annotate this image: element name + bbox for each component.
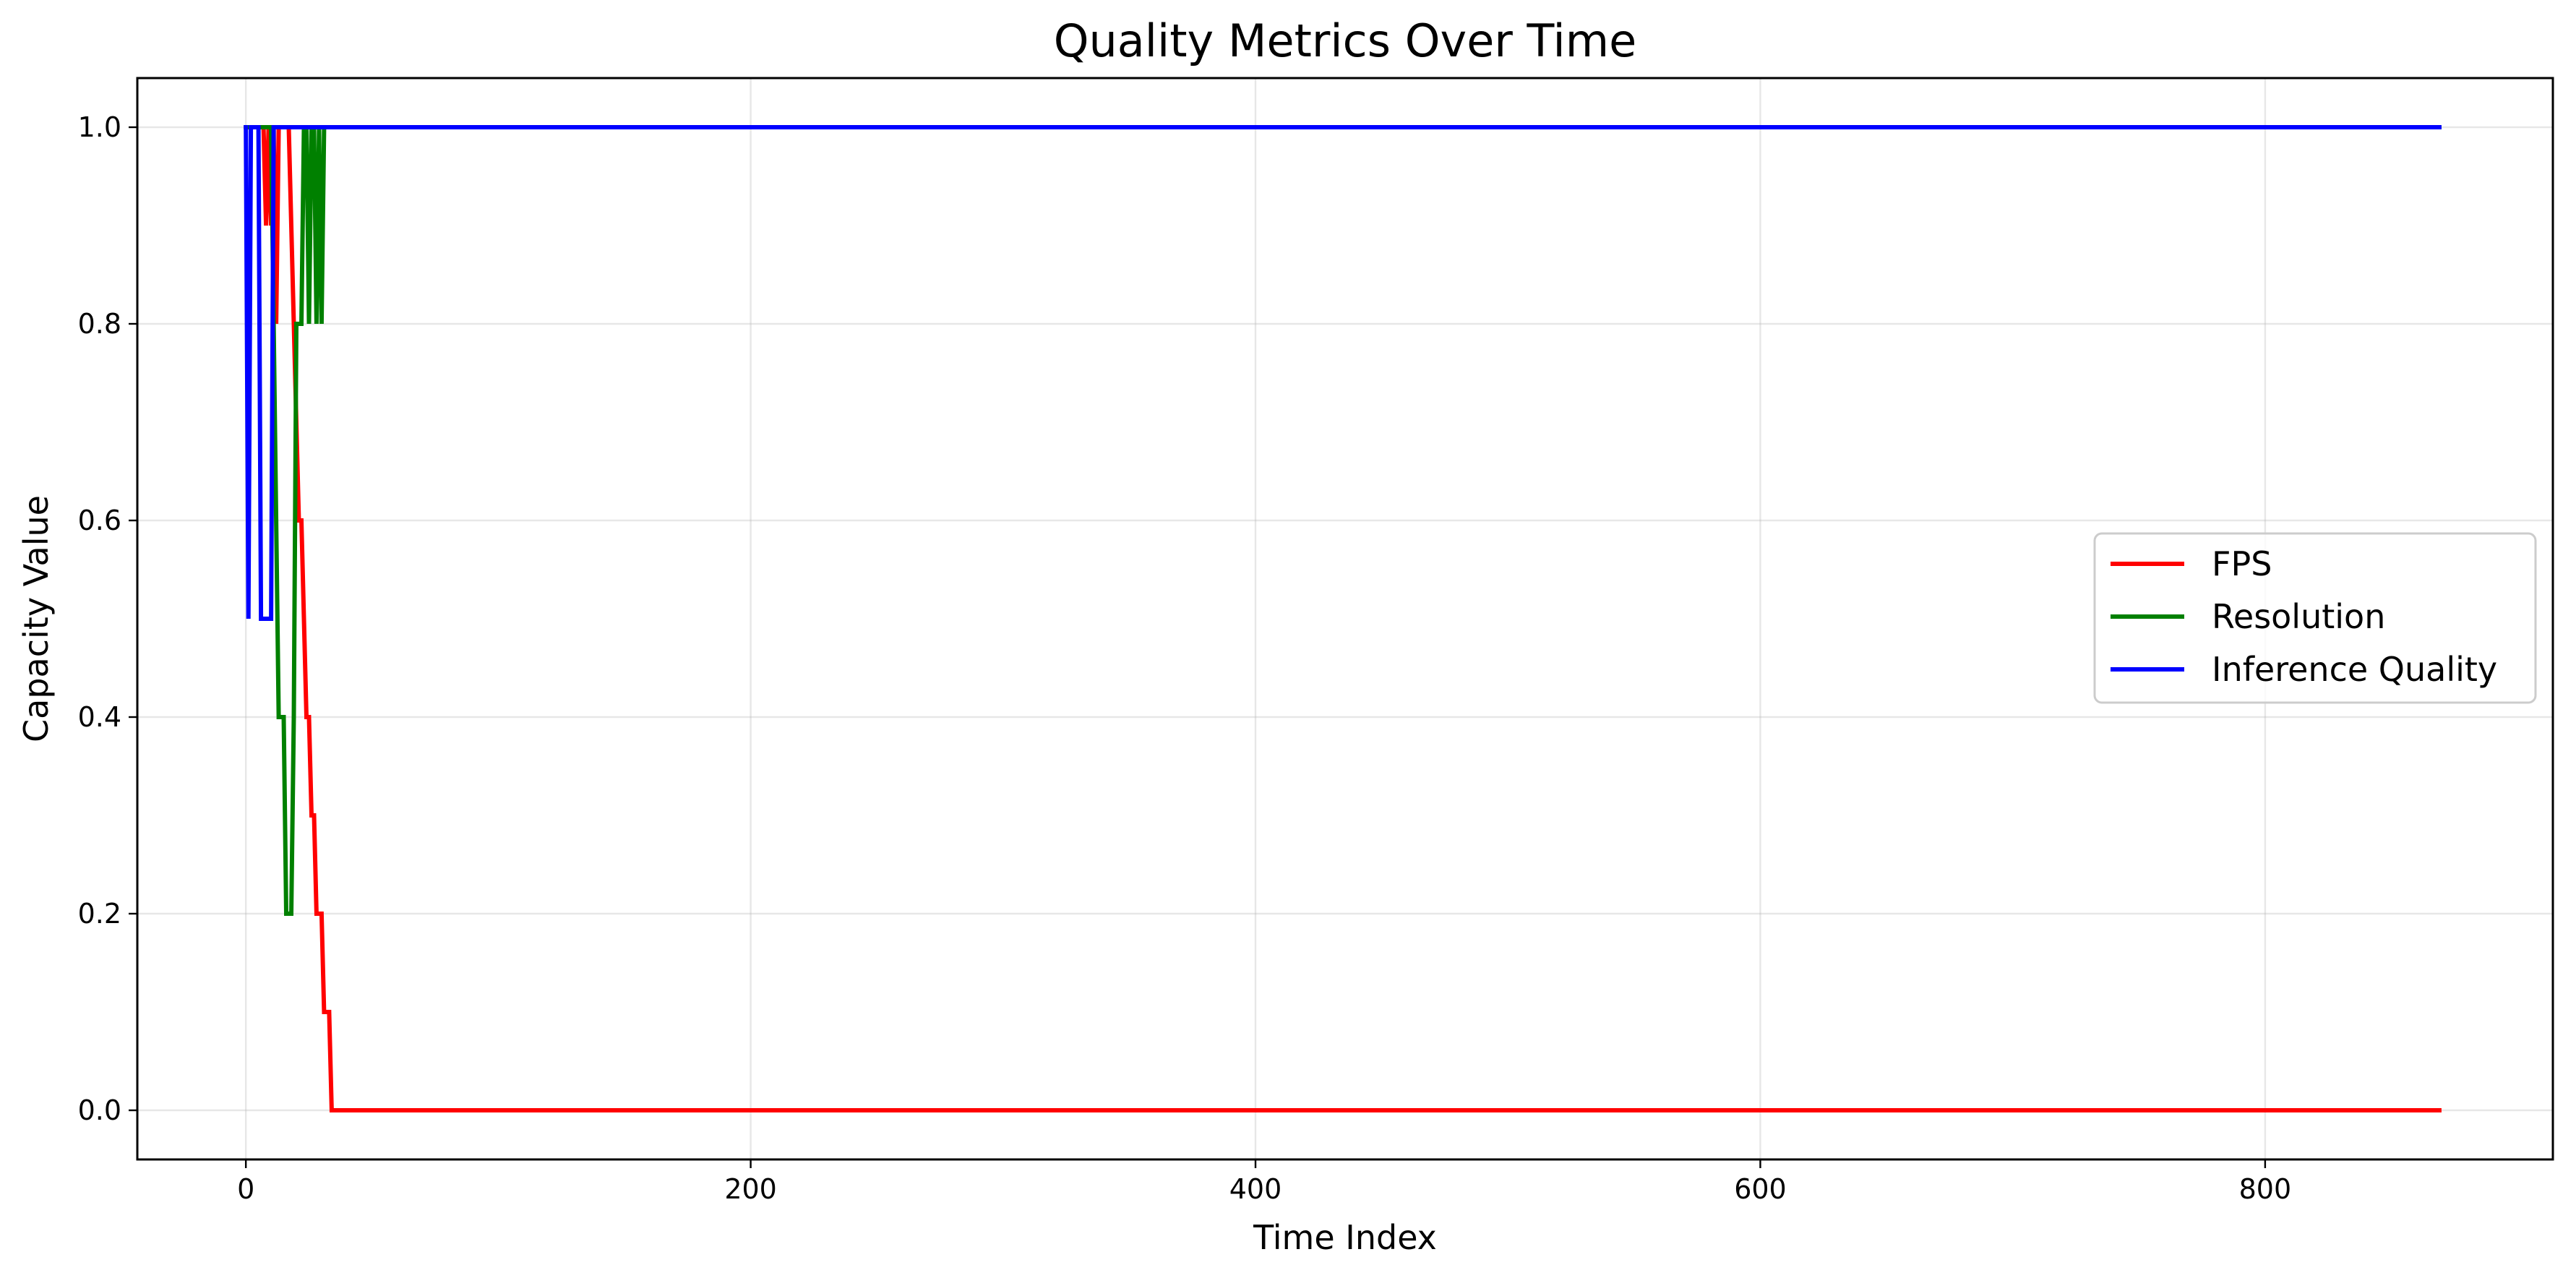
y-axis-label: Capacity Value <box>17 495 56 742</box>
x-tick-label: 0 <box>237 1173 254 1205</box>
series-line-inference-quality <box>244 124 2442 621</box>
legend-label-resolution: Resolution <box>2212 597 2385 636</box>
plot-frame <box>136 77 2554 1161</box>
y-tick-label: 0.2 <box>78 898 121 930</box>
x-ticks: 0 200 400 600 800 <box>237 1159 2291 1205</box>
x-tick-label: 400 <box>1229 1173 1282 1205</box>
y-tick-label: 0.0 <box>78 1094 121 1126</box>
series-line-resolution <box>244 125 2442 916</box>
chart-title: Quality Metrics Over Time <box>1054 14 1637 67</box>
legend-label-fps: FPS <box>2212 544 2272 583</box>
y-tick-label: 0.8 <box>78 308 121 340</box>
x-tick-label: 800 <box>2239 1173 2292 1205</box>
y-tick-label: 0.4 <box>78 701 121 733</box>
x-tick-label: 600 <box>1734 1173 1787 1205</box>
y-tick-label: 1.0 <box>78 111 121 143</box>
x-axis-label: Time Index <box>1253 1218 1437 1257</box>
legend: FPS Resolution Inference Quality <box>2093 532 2537 704</box>
legend-label-inference-quality: Inference Quality <box>2212 650 2497 689</box>
y-tick-label: 0.6 <box>78 505 121 536</box>
legend-box <box>2093 532 2537 704</box>
series-layer <box>244 124 2442 1112</box>
y-ticks: 0.0 0.2 0.4 0.6 0.8 1.0 <box>78 111 137 1126</box>
x-tick-label: 200 <box>724 1173 777 1205</box>
